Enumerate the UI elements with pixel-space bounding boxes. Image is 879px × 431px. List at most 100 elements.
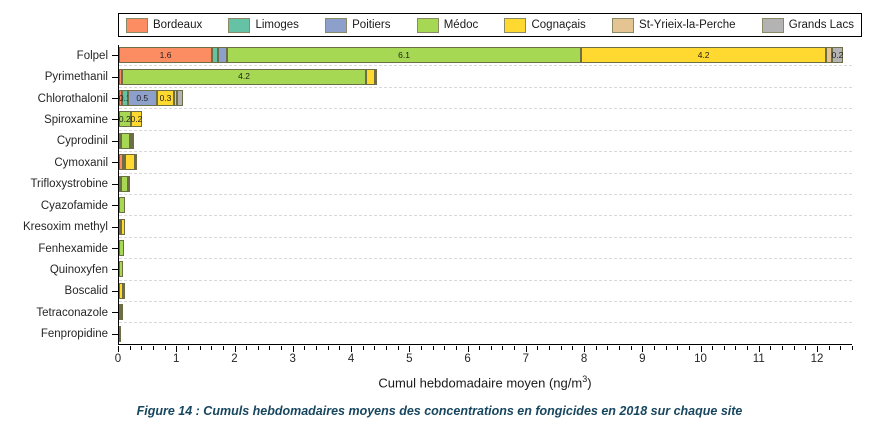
x-axis-tick-label: 5	[406, 353, 413, 365]
bar-segment	[119, 175, 121, 192]
x-axis-minor-tick	[187, 346, 189, 350]
legend-label: Cognaçais	[531, 19, 586, 31]
x-axis-minor-tick	[281, 346, 283, 350]
x-axis-minor-tick	[572, 346, 574, 350]
x-axis-minor-tick	[549, 346, 551, 350]
bar-segment	[119, 218, 121, 235]
legend-swatch	[504, 17, 527, 33]
x-axis-minor-tick	[653, 346, 655, 350]
x-axis-tick-label: 4	[347, 353, 355, 365]
bar-segment	[121, 175, 128, 192]
x-axis-minor-tick	[840, 346, 842, 350]
legend-label: Médoc	[443, 19, 479, 31]
x-axis-tick-labels: 0 1 2 3 4 5 6 7 8 9 10 11 12	[115, 353, 852, 368]
x-axis-minor-tick	[304, 346, 306, 350]
x-axis-minor-tick	[618, 346, 620, 350]
legend-item-cogna-ais: Cognaçais	[504, 17, 586, 33]
bar-segment	[119, 154, 124, 171]
bar-segment: 0.2	[832, 47, 843, 64]
y-axis-tick	[112, 290, 118, 292]
legend-label: Bordeaux	[153, 19, 203, 31]
legend-swatch	[126, 17, 148, 33]
bar-row	[112, 152, 852, 174]
category-label: Fenhexamide	[38, 242, 108, 255]
stacked-bar	[119, 304, 852, 321]
x-axis-minor-tick	[828, 346, 830, 350]
y-axis-labels: Folpel Pyrimethanil Chlorothalonil Spiroxam…	[0, 45, 111, 345]
legend-swatch	[228, 17, 251, 33]
x-axis-title: Cumul hebdomadaire moyen (ng/m3)	[118, 374, 852, 390]
x-axis-major-tick	[817, 346, 819, 352]
x-axis-minor-tick	[222, 346, 224, 350]
bar-segment: 0.2	[131, 111, 142, 128]
bar-segment	[119, 240, 124, 256]
bar-segment: 0.2	[119, 111, 131, 128]
x-axis-major-tick	[642, 346, 644, 352]
x-axis-minor-tick	[432, 346, 434, 350]
bar-row	[112, 174, 852, 195]
legend-label: Grands Lacs	[788, 19, 854, 31]
legend-swatch	[325, 17, 348, 33]
x-axis-title-text: Cumul hebdomadaire moyen (ng/m	[378, 375, 583, 391]
bar-segment	[119, 68, 122, 85]
category-label: Kresoxim methyl	[23, 221, 108, 234]
x-axis-major-tick	[409, 346, 411, 352]
bar-segment	[121, 304, 124, 321]
x-axis-tick-label: 7	[522, 353, 529, 365]
x-axis-minor-tick	[595, 346, 597, 350]
x-axis-minor-tick	[420, 346, 422, 350]
bar-segment	[127, 175, 130, 192]
x-axis-major-tick	[351, 346, 353, 352]
x-axis-minor-tick	[747, 346, 749, 350]
category-label: Cyprodinil	[56, 135, 108, 148]
x-axis-minor-tick	[374, 346, 376, 350]
x-axis-minor-tick	[269, 346, 271, 350]
x-axis-major-tick	[758, 346, 760, 352]
x-axis-major-tick	[176, 346, 178, 352]
x-axis-minor-tick	[502, 346, 504, 350]
y-axis-tick	[112, 269, 118, 271]
legend-label: Limoges	[255, 19, 299, 31]
figure-caption: Figure 14 : Cumuls hebdomadaires moyens …	[136, 404, 743, 418]
stacked-bar	[119, 154, 852, 171]
category-label: Cymoxanil	[54, 156, 108, 169]
x-axis-minor-tick	[677, 346, 679, 350]
bar-row: 1.6 6.1 4.2 0.2	[112, 45, 852, 67]
stacked-bar	[119, 132, 852, 149]
bar-segment: 4.2	[581, 47, 826, 64]
stacked-bar	[119, 282, 852, 299]
x-axis-major-tick	[525, 346, 527, 352]
bar-segment	[132, 132, 135, 149]
bar-segment	[119, 132, 121, 149]
x-axis-minor-tick	[199, 346, 201, 350]
legend-item-poitiers: Poitiers	[325, 17, 391, 33]
x-axis-minor-tick	[852, 346, 853, 350]
bar-row: 0.1 0.5 0.3	[112, 88, 852, 110]
x-axis-minor-tick	[152, 346, 154, 350]
x-axis-minor-tick	[490, 346, 492, 350]
bar-segment	[217, 47, 227, 64]
x-axis-major-tick	[118, 346, 119, 352]
bar-segment: 0.3	[156, 90, 175, 107]
legend-item-st-yrieix-la-perche: St-Yrieix-la-Perche	[612, 17, 736, 33]
bar-segment: 0.1	[119, 90, 131, 107]
x-axis-minor-tick	[607, 346, 609, 350]
x-axis-minor-tick	[805, 346, 807, 350]
stacked-bar: 4.2	[119, 68, 852, 85]
stacked-bar	[119, 175, 852, 192]
bar-segment: 6.1	[226, 47, 582, 64]
x-axis-minor-tick	[560, 346, 562, 350]
bar-segment	[212, 47, 218, 64]
x-axis-minor-tick	[782, 346, 784, 350]
bar-segment	[123, 154, 126, 171]
x-axis-tick-label: 6	[464, 353, 471, 365]
x-axis-major-tick	[700, 346, 702, 352]
category-label: Trifloxystrobine	[30, 178, 108, 191]
bar-segment	[374, 68, 377, 85]
x-axis-minor-tick	[514, 346, 516, 350]
bar-row	[112, 323, 852, 344]
stacked-bar	[119, 261, 852, 278]
bar-row	[112, 238, 852, 260]
bar-segment	[121, 132, 130, 149]
